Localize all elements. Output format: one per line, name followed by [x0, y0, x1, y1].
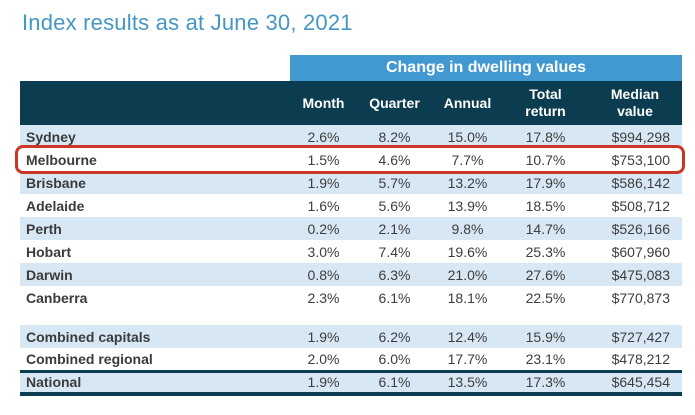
value-cell: 15.9%: [503, 325, 588, 348]
spacer-cell: [20, 309, 682, 325]
table-body: Sydney 2.6% 8.2% 15.0% 17.8% $994,298 Melbourn…: [20, 125, 682, 396]
value-cell: 4.6%: [378, 151, 411, 168]
row-label: Brisbane: [20, 171, 290, 194]
table-header: Month Quarter Annual Total return Median…: [20, 81, 682, 125]
value-cell: 15.0%: [432, 125, 503, 148]
column-header-blank: [20, 81, 290, 125]
value-cell: $475,083: [588, 263, 682, 286]
value-cell: 5.7%: [357, 171, 432, 194]
row-label: Hobart: [26, 243, 72, 260]
row-label: Perth: [20, 217, 290, 240]
value-cell: 12.4%: [432, 325, 503, 348]
value-cell: $478,212: [611, 350, 670, 367]
value-cell: 27.6%: [503, 263, 588, 286]
column-header-quarter: Quarter: [357, 81, 432, 125]
value-cell: 25.3%: [525, 243, 566, 260]
table-row: Brisbane 1.9% 5.7% 13.2% 17.9% $586,142: [20, 171, 682, 194]
row-label: Sydney: [20, 125, 290, 148]
row-label: Combined capitals: [20, 325, 290, 348]
value-cell: 5.6%: [378, 197, 411, 214]
value-cell: $994,298: [588, 125, 682, 148]
value-cell: 18.5%: [525, 197, 566, 214]
row-label: Darwin: [20, 263, 290, 286]
value-cell: 17.3%: [503, 369, 588, 396]
row-label: Combined regional: [26, 350, 153, 367]
table-row: Perth 0.2% 2.1% 9.8% 14.7% $526,166: [20, 217, 682, 240]
row-label: Canberra: [26, 289, 88, 306]
table-row: Hobart 3.0% 7.4% 19.6% 25.3% $607,960: [20, 240, 682, 263]
value-cell: 1.9%: [290, 171, 357, 194]
value-cell: 8.2%: [357, 125, 432, 148]
value-cell: 6.1%: [357, 369, 432, 396]
row-label: Melbourne: [26, 151, 97, 168]
table-wrapper: Change in dwelling values Month Quarter …: [15, 55, 685, 396]
value-cell: 0.2%: [290, 217, 357, 240]
value-cell: 19.6%: [447, 243, 488, 260]
table-banner: Change in dwelling values: [290, 55, 682, 81]
table-row: Melbourne 1.5% 4.6% 7.7% 10.7% $753,100: [20, 148, 682, 171]
page-title: Index results as at June 30, 2021: [22, 10, 353, 35]
value-cell: $526,166: [588, 217, 682, 240]
value-cell: 7.4%: [378, 243, 411, 260]
value-cell: $753,100: [611, 151, 670, 168]
table-row: Adelaide 1.6% 5.6% 13.9% 18.5% $508,712: [20, 194, 682, 217]
value-cell: 6.0%: [378, 350, 411, 367]
row-label: Adelaide: [26, 197, 85, 214]
value-cell: $770,873: [611, 289, 670, 306]
table-row: Canberra 2.3% 6.1% 18.1% 22.5% $770,873: [20, 286, 682, 309]
dwelling-values-table: Month Quarter Annual Total return Median…: [20, 81, 682, 396]
value-cell: 17.8%: [503, 125, 588, 148]
table-row: National 1.9% 6.1% 13.5% 17.3% $645,454: [20, 369, 682, 396]
value-cell: 13.9%: [447, 197, 488, 214]
value-cell: 22.5%: [525, 289, 566, 306]
value-cell: 17.7%: [447, 350, 488, 367]
value-cell: 9.8%: [432, 217, 503, 240]
value-cell: 23.1%: [525, 350, 566, 367]
value-cell: $727,427: [588, 325, 682, 348]
value-cell: 13.2%: [432, 171, 503, 194]
value-cell: 13.5%: [432, 369, 503, 396]
column-header-median-value: Median value: [588, 81, 682, 125]
value-cell: 17.9%: [503, 171, 588, 194]
column-header-month: Month: [290, 81, 357, 125]
value-cell: 21.0%: [432, 263, 503, 286]
value-cell: 1.6%: [307, 197, 340, 214]
value-cell: 0.8%: [290, 263, 357, 286]
value-cell: $508,712: [611, 197, 670, 214]
value-cell: 1.9%: [290, 369, 357, 396]
value-cell: 3.0%: [307, 243, 340, 260]
value-cell: 2.3%: [307, 289, 340, 306]
value-cell: 18.1%: [447, 289, 488, 306]
value-cell: 1.9%: [290, 325, 357, 348]
value-cell: 14.7%: [503, 217, 588, 240]
value-cell: 10.7%: [525, 151, 566, 168]
value-cell: 2.1%: [357, 217, 432, 240]
spacer-row: [20, 309, 682, 325]
value-cell: $607,960: [611, 243, 670, 260]
column-header-annual: Annual: [432, 81, 503, 125]
value-cell: $586,142: [588, 171, 682, 194]
value-cell: 2.6%: [290, 125, 357, 148]
table-row: Combined capitals 1.9% 6.2% 12.4% 15.9% $727,…: [20, 325, 682, 348]
value-cell: $645,454: [588, 369, 682, 396]
row-label: National: [20, 369, 290, 396]
value-cell: 6.2%: [357, 325, 432, 348]
value-cell: 7.7%: [451, 151, 484, 168]
table-row: Sydney 2.6% 8.2% 15.0% 17.8% $994,298: [20, 125, 682, 148]
value-cell: 1.5%: [307, 151, 340, 168]
column-header-total-return: Total return: [503, 81, 588, 125]
value-cell: 6.3%: [357, 263, 432, 286]
table-row: Combined regional 2.0% 6.0% 17.7% 23.1% $478,…: [20, 348, 682, 371]
value-cell: 6.1%: [378, 289, 411, 306]
value-cell: 2.0%: [307, 350, 340, 367]
table-row: Darwin 0.8% 6.3% 21.0% 27.6% $475,083: [20, 263, 682, 286]
